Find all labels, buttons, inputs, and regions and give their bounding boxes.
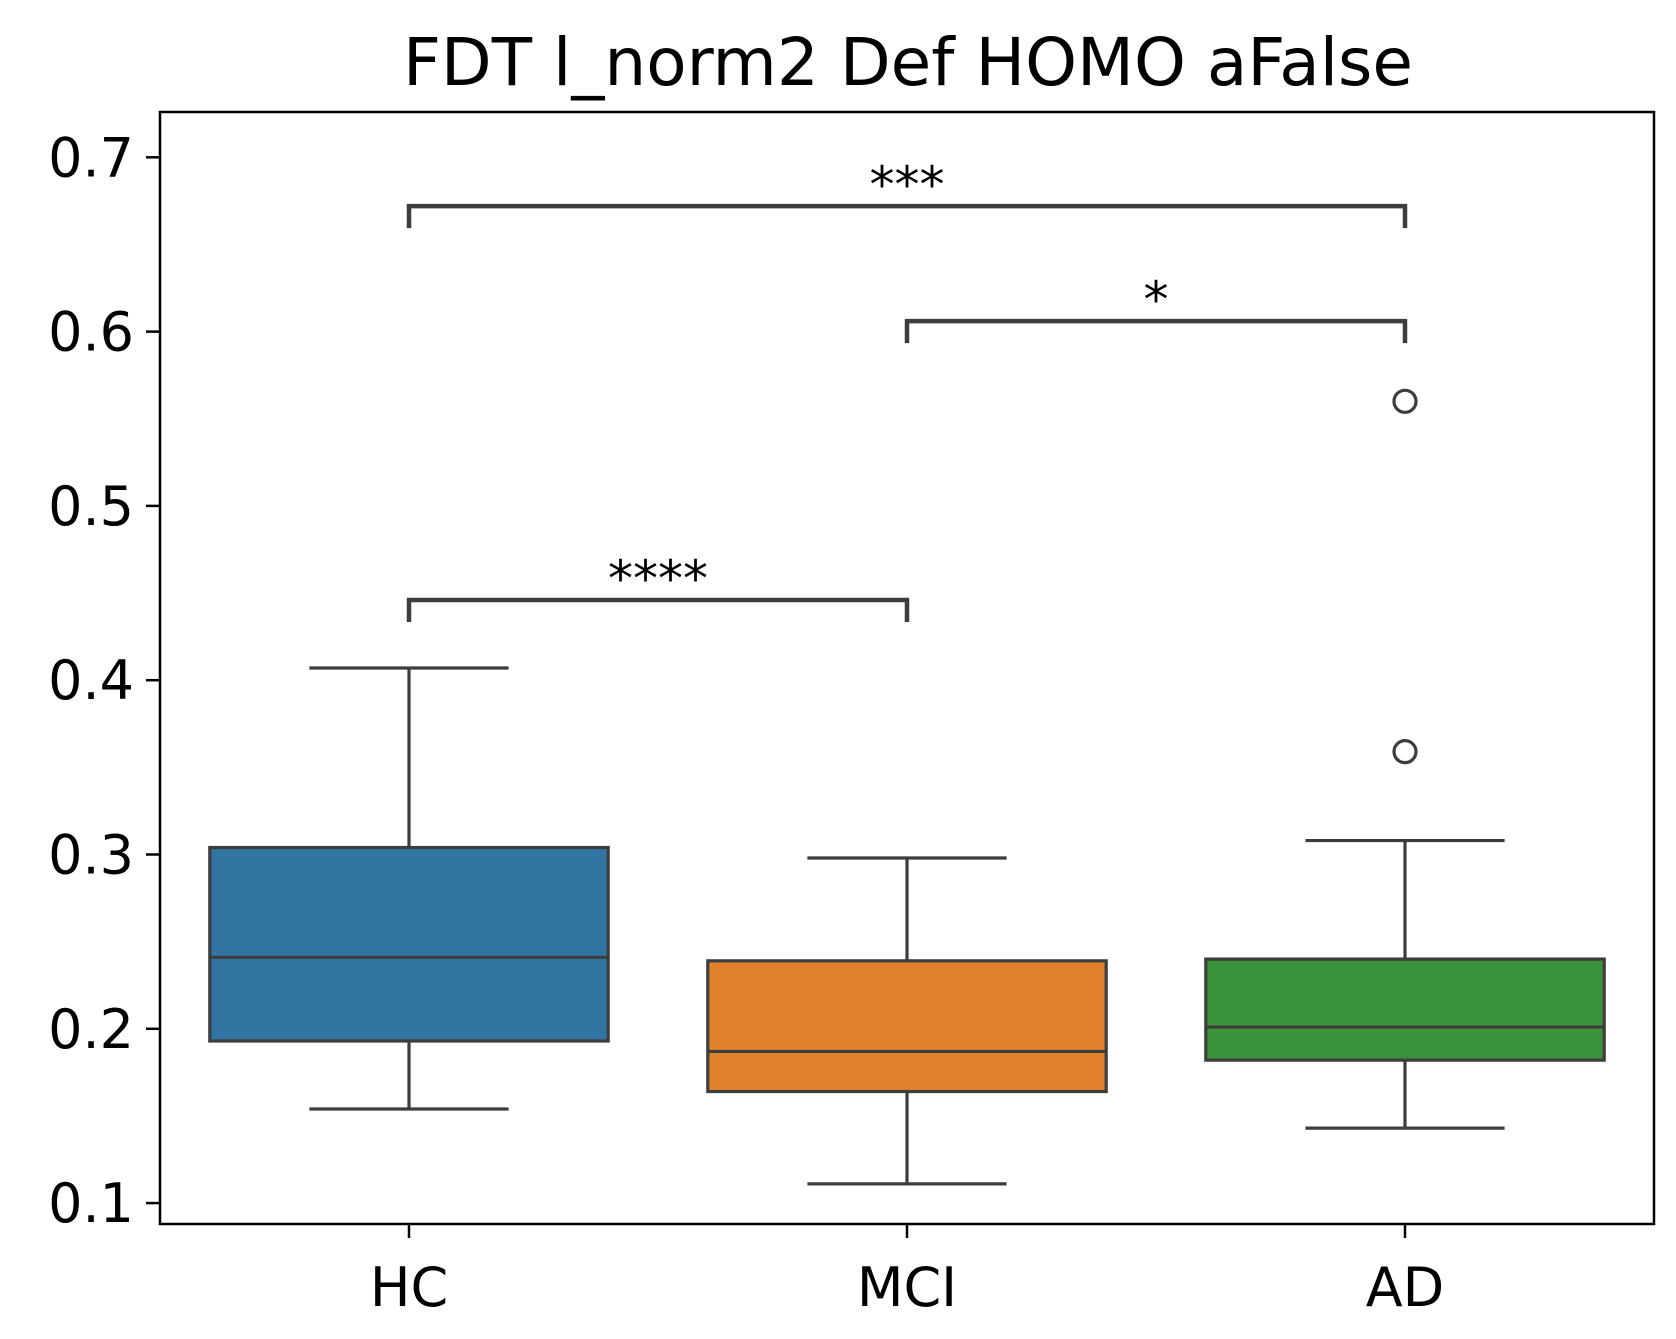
x-tick-label: HC — [370, 1256, 448, 1319]
significance-annotations: ******** — [406, 156, 1408, 623]
x-tick-label: AD — [1366, 1256, 1445, 1319]
x-axis: HC MCI AD — [370, 1224, 1444, 1319]
y-tick-label: 0.6 — [48, 301, 134, 364]
box-series — [208, 388, 1606, 1186]
significance-label: **** — [608, 550, 708, 608]
iqr-box — [1204, 957, 1606, 1062]
y-tick-label: 0.5 — [48, 475, 134, 538]
y-tick-label: 0.7 — [48, 126, 134, 189]
box-group-ad — [1204, 388, 1606, 1130]
x-tick-label: MCI — [857, 1256, 957, 1319]
significance-label: *** — [870, 156, 945, 214]
significance-label: * — [1144, 271, 1169, 329]
outlier-point — [1392, 388, 1418, 414]
significance-bracket-hc-mci: **** — [406, 550, 910, 623]
box-group-mci — [706, 856, 1108, 1186]
y-tick-label: 0.4 — [48, 649, 134, 712]
outlier-point — [1392, 739, 1418, 765]
y-tick-label: 0.2 — [48, 998, 134, 1061]
chart-title: FDT l_norm2 Def HOMO aFalse — [403, 24, 1413, 101]
significance-bracket-hc-ad: *** — [406, 156, 1408, 229]
y-tick-label: 0.3 — [48, 823, 134, 886]
y-axis: 0.1 0.2 0.3 0.4 0.5 0.6 0.7 — [48, 126, 160, 1235]
bracket-line — [904, 318, 1408, 344]
bracket-line — [406, 597, 910, 623]
box-group-hc — [208, 666, 610, 1111]
bracket-line — [406, 203, 1408, 229]
iqr-box — [208, 845, 610, 1043]
iqr-box — [706, 959, 1108, 1094]
y-tick-label: 0.1 — [48, 1172, 134, 1235]
significance-bracket-mci-ad: * — [904, 271, 1408, 344]
